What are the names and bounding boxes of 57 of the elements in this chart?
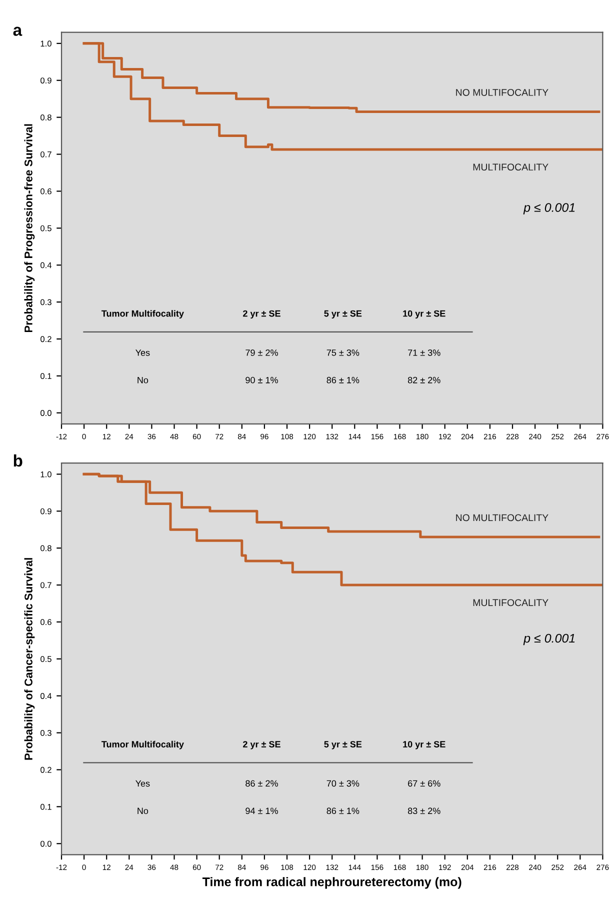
annotation: 86 ± 1% (326, 808, 360, 814)
annotation: 75 ± 3% (326, 349, 360, 356)
chart-title: a (13, 26, 22, 36)
y-tick-label: 0.6 (40, 619, 52, 626)
chart-title: b (14, 454, 22, 467)
annotation: 70 ± 3% (326, 780, 360, 787)
series-label: MULTIFOCALITY (473, 599, 548, 606)
annotation: 5 yr ± SE (324, 310, 362, 318)
annotation: 10 yr ± SE (403, 310, 446, 318)
series-label: NO MULTIFOCALITY (456, 514, 548, 522)
y-tick-label: 0.5 (40, 656, 52, 662)
annotation: 90 ± 1% (246, 376, 278, 384)
series-label: MULTIFOCALITY (473, 164, 548, 171)
annotation: 94 ± 1% (246, 808, 278, 814)
y-tick-label: 0.8 (40, 114, 52, 120)
annotation: Tumor Multifocality (101, 740, 184, 750)
annotation: 10 yr ± SE (403, 741, 446, 750)
annotation: Tumor Multifocality (101, 310, 184, 318)
y-tick-label: 0.5 (40, 225, 52, 232)
annotation: Yes (136, 780, 150, 787)
series-label: NO MULTIFOCALITY (456, 89, 548, 96)
y-axis-title: Probability of Cancer-specific Survival (24, 558, 35, 760)
annotation: Yes (136, 350, 150, 356)
y-tick-label: 1.0 (40, 471, 52, 478)
x-axis-title: Time from radical nephroureterectomy (mo) (202, 877, 462, 889)
y-tick-label: 0.7 (40, 151, 52, 158)
annotation: p ≤ 0.001 (523, 634, 575, 646)
y-tick-label: 0.6 (40, 188, 52, 194)
annotation: No (138, 808, 148, 814)
y-tick-label: 0.3 (40, 730, 52, 736)
y-tick-label: 0.4 (40, 693, 52, 699)
y-tick-label: 0.3 (40, 299, 52, 306)
y-tick-label: 0.9 (40, 508, 52, 514)
annotation: 86 ± 1% (326, 376, 360, 384)
annotation: 86 ± 2% (246, 780, 278, 787)
y-tick-label: 0.2 (40, 336, 52, 342)
y-tick-label: 0.1 (40, 373, 52, 380)
annotation: No (138, 376, 148, 384)
y-axis-title: Probability of Progression-free Survival (24, 124, 35, 332)
annotation: 79 ± 2% (246, 349, 278, 356)
y-tick-label: 0.1 (40, 804, 52, 810)
y-tick-label: 0.4 (40, 262, 52, 268)
annotation: p ≤ 0.001 (523, 203, 575, 214)
y-tick-label: 0.0 (40, 410, 52, 416)
y-tick-label: 0.9 (40, 78, 52, 84)
annotation: 82 ± 2% (408, 376, 440, 384)
annotation: 83 ± 2% (408, 808, 440, 814)
annotation: 2 yr ± SE (243, 310, 280, 318)
annotation: 2 yr ± SE (243, 741, 280, 750)
annotation: 71 ± 3% (408, 349, 440, 356)
y-tick-label: 0.8 (40, 545, 52, 552)
annotation: 5 yr ± SE (324, 741, 362, 750)
y-tick-label: 0.2 (40, 766, 52, 773)
y-tick-label: 1.0 (40, 40, 52, 47)
y-tick-label: 0.0 (40, 840, 52, 847)
annotation: 67 ± 6% (408, 780, 440, 787)
y-tick-label: 0.7 (40, 582, 52, 588)
